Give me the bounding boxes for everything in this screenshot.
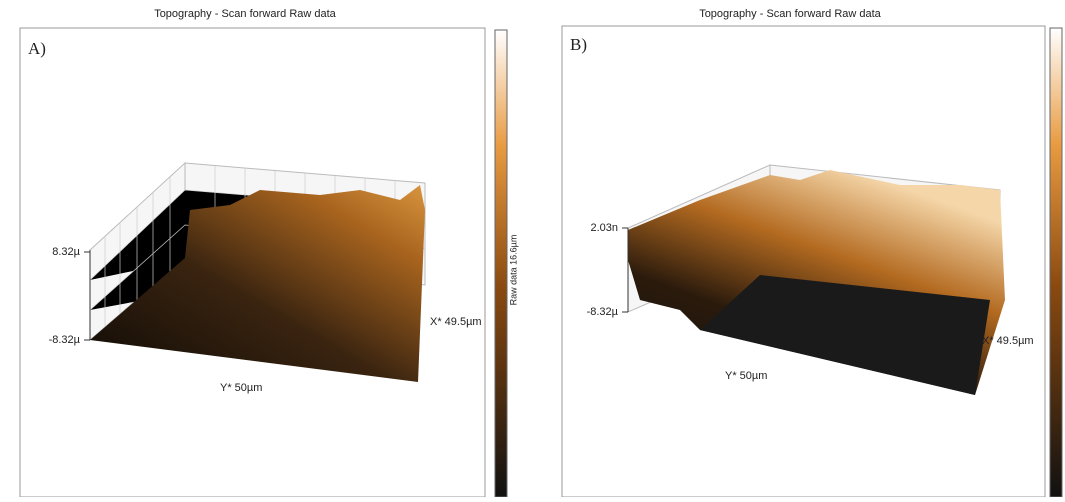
x-axis-label: X* 49.5µm [982,335,1034,347]
z-tick-label: 2.03n [590,222,618,234]
x-axis-label: X* 49.5µm [430,316,482,328]
figure: Topography - Scan forward Raw data A) 8.… [0,0,1065,497]
panel-title: Topography - Scan forward Raw data [699,8,881,20]
y-axis-label: Y* 50µm [725,370,767,382]
colorbar [1050,28,1062,497]
y-axis-label: Y* 50µm [220,382,262,394]
panel-label: A) [28,39,46,58]
z-tick-label: -8.32µ [587,306,619,318]
z-tick-label: 8.32µ [52,246,80,258]
panel-title: Topography - Scan forward Raw data [154,8,336,20]
panel-a: Topography - Scan forward Raw data A) 8.… [20,8,518,497]
panel-b: Topography - Scan forward Raw data B) 2.… [562,8,1062,497]
colorbar-label: Raw data 16.6µm [508,235,518,306]
colorbar [495,30,507,497]
z-tick-label: -8.32µ [49,334,81,346]
panel-label: B) [570,35,587,54]
